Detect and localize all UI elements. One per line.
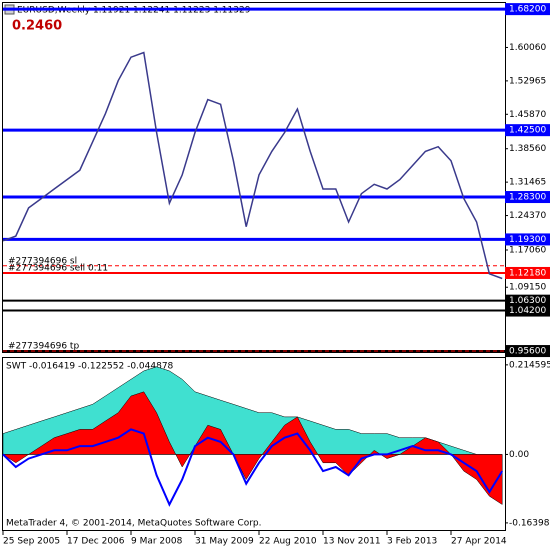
x-tick-label: 13 Nov 2011	[323, 537, 381, 547]
footer: MetaTrader 4, © 2001-2014, MetaQuotes So…	[6, 519, 262, 529]
annotation: 0.2460	[12, 19, 62, 34]
indicator-line	[2, 428, 504, 507]
level-label: 1.04200	[509, 306, 546, 316]
price-line	[2, 51, 503, 280]
y-tick-label: -0.163981	[509, 518, 550, 528]
order-label: #277394696 sell 0.11	[8, 263, 108, 273]
level-label-box	[505, 345, 550, 358]
x-tick-label: 3 Feb 2013	[387, 537, 437, 547]
y-tick-label: 1.45870	[509, 110, 546, 120]
y-tick-label: 1.60060	[509, 43, 546, 53]
level-label: 1.42500	[509, 126, 546, 136]
x-tick-label: 22 Aug 2010	[259, 537, 317, 547]
y-tick-label: 1.31465	[509, 178, 546, 188]
level-label-box	[505, 3, 550, 16]
order-label: #277394696 tp	[8, 342, 79, 352]
level-label-box	[505, 294, 550, 307]
main-panel	[2, 2, 506, 353]
y-tick-label: 1.09150	[509, 283, 546, 293]
level-label: 1.06300	[509, 296, 546, 306]
level-label-box	[505, 124, 550, 137]
y-tick-label: 0.00	[509, 450, 529, 460]
y-tick-label: 1.38560	[509, 144, 546, 154]
indicator-panel	[2, 357, 506, 531]
level-label-box	[505, 266, 550, 279]
level-label: 1.68200	[509, 5, 546, 15]
x-tick-label: 17 Dec 2006	[67, 537, 125, 547]
order-label: #277394696 sl	[8, 256, 77, 266]
level-label: 1.19300	[509, 235, 546, 245]
x-tick-label: 31 May 2009	[195, 537, 254, 547]
indicator-title: SWT -0.016419 -0.122552 -0.044878	[6, 362, 174, 372]
y-tick-label: 0.214595	[509, 360, 550, 370]
level-label-box	[505, 304, 550, 317]
y-tick-label: 1.24370	[509, 211, 546, 221]
level-label-box	[505, 233, 550, 246]
y-tick-label: 1.17060	[509, 245, 546, 255]
level-label: 1.12180	[509, 268, 546, 278]
level-label-box	[505, 191, 550, 204]
level-label: 1.28300	[509, 193, 546, 203]
x-tick-label: 27 Apr 2014	[451, 537, 507, 547]
x-tick-label: 9 Mar 2008	[131, 537, 183, 547]
y-tick-label: 1.52965	[509, 76, 546, 86]
x-tick-label: 25 Sep 2005	[3, 537, 60, 547]
level-label: 0.95600	[509, 347, 546, 357]
